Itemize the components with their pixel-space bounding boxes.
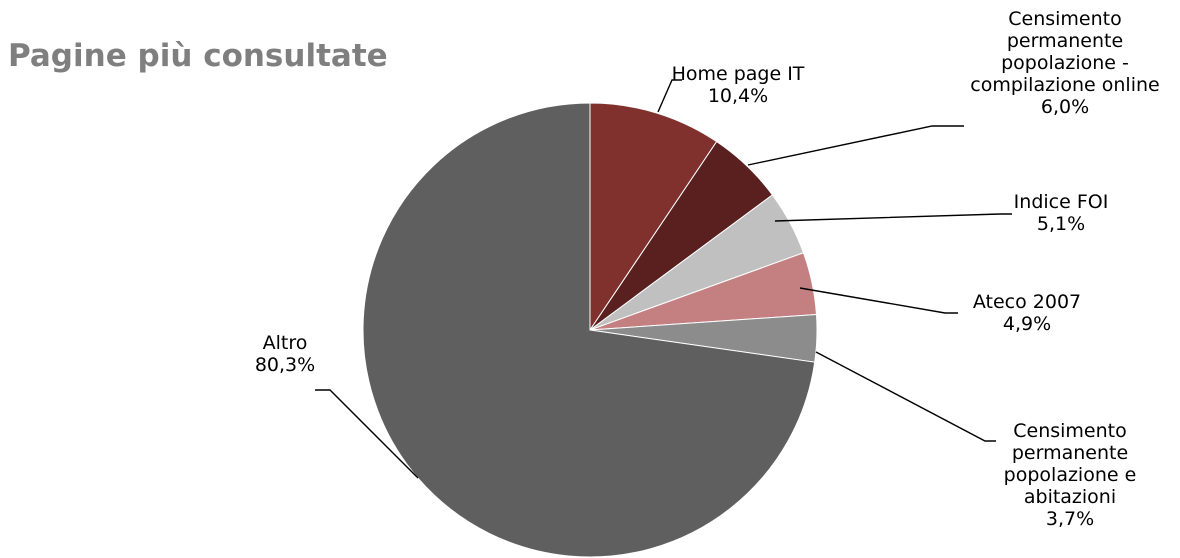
leader-lines bbox=[315, 79, 1012, 479]
slice-label-line: Home page IT bbox=[672, 63, 805, 85]
slice-label-line: Censimento bbox=[1008, 8, 1122, 30]
slice-value: 80,3% bbox=[255, 354, 315, 376]
slice-value: 6,0% bbox=[1041, 96, 1089, 118]
slice-label-line: permanente bbox=[1012, 442, 1128, 464]
leader-line-5 bbox=[315, 389, 419, 479]
pie-slice-5 bbox=[362, 102, 816, 558]
slice-label-line: permanente bbox=[1007, 30, 1123, 52]
slice-label-5: Altro 80,3% bbox=[255, 332, 315, 376]
slice-label-line: abitazioni bbox=[1024, 486, 1116, 508]
pie-slice-0 bbox=[589, 102, 718, 332]
leader-line-0 bbox=[657, 79, 682, 113]
slice-value: 10,4% bbox=[708, 85, 768, 107]
slice-label-line: Censimento bbox=[1013, 420, 1127, 442]
slice-label-line: popolazione - bbox=[1001, 52, 1129, 74]
leader-line-3 bbox=[799, 287, 958, 314]
slice-label-line: Indice FOI bbox=[1014, 191, 1109, 213]
slice-value: 4,9% bbox=[1003, 313, 1051, 335]
chart-title: Pagine più consultate bbox=[8, 38, 388, 74]
slice-labels: Home page IT 10,4%Censimento permanente pop… bbox=[255, 8, 1160, 530]
slice-label-line: Ateco 2007 bbox=[973, 291, 1081, 313]
leader-line-2 bbox=[774, 213, 1012, 222]
slice-value: 5,1% bbox=[1037, 213, 1085, 235]
slice-label-2: Indice FOI 5,1% bbox=[1014, 191, 1109, 235]
pie-slices bbox=[362, 102, 818, 558]
slice-label-line: compilazione online bbox=[970, 74, 1159, 96]
slice-label-1: Censimento permanente popolazione -compila… bbox=[970, 8, 1159, 118]
slice-label-3: Ateco 2007 4,9% bbox=[973, 291, 1081, 335]
slice-label-line: Altro bbox=[263, 332, 308, 354]
slice-label-line: popolazione e bbox=[1004, 464, 1137, 486]
leader-line-4 bbox=[815, 351, 996, 442]
leader-line-1 bbox=[747, 125, 964, 166]
slice-label-4: Censimento permanente popolazione e abitazi… bbox=[1004, 420, 1137, 530]
slice-label-0: Home page IT 10,4% bbox=[672, 63, 805, 107]
slice-value: 3,7% bbox=[1046, 508, 1094, 530]
